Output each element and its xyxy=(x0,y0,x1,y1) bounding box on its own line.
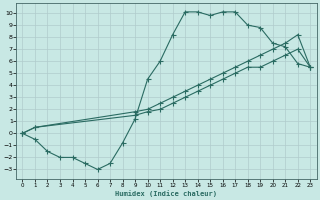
X-axis label: Humidex (Indice chaleur): Humidex (Indice chaleur) xyxy=(116,190,217,197)
